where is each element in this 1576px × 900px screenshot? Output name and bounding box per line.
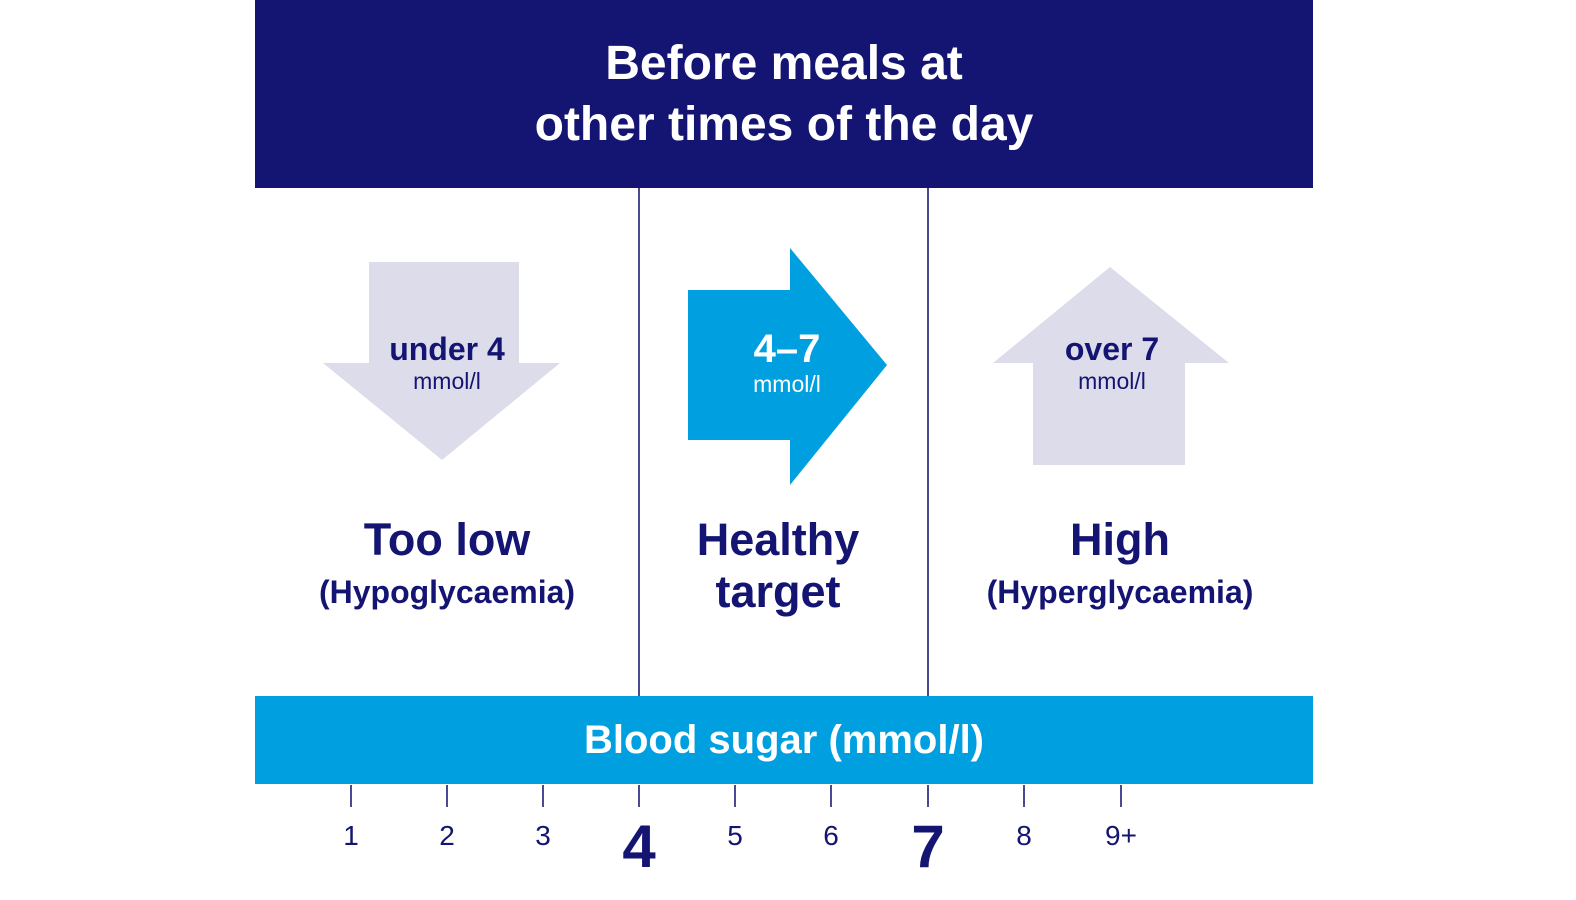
category-title: Too low xyxy=(363,514,531,565)
category-subtitle: target xyxy=(715,566,841,617)
category-subtitle: (Hypoglycaemia) xyxy=(318,574,576,610)
category-subtitle: (Hyperglycaemia) xyxy=(986,574,1254,610)
tick-mark xyxy=(350,785,352,807)
target-range-value: 4–7 xyxy=(753,327,821,371)
tick-mark xyxy=(830,785,832,807)
tick-label: 6 xyxy=(823,820,839,851)
tick-label: 4 xyxy=(622,813,656,880)
scale-bar: Blood sugar (mmol/l) xyxy=(255,696,1313,784)
category-healthy-target: Healthy target xyxy=(613,514,943,618)
tick-label: 5 xyxy=(727,820,743,851)
tick-mark xyxy=(542,785,544,807)
target-range-label: 4–7 mmol/l xyxy=(667,328,907,398)
divider-7 xyxy=(927,188,929,696)
tick-label: 9+ xyxy=(1105,820,1137,851)
tick-mark xyxy=(1120,785,1122,807)
category-too-low: Too low (Hypoglycaemia) xyxy=(282,514,612,618)
high-range-label: over 7 mmol/l xyxy=(992,331,1232,395)
scale-label: Blood sugar (mmol/l) xyxy=(584,717,984,762)
tick-mark xyxy=(446,785,448,807)
tick-mark xyxy=(1023,785,1025,807)
tick-label: 2 xyxy=(439,820,455,851)
header-banner: Before meals at other times of the day xyxy=(255,0,1313,188)
tick-label: 7 xyxy=(911,813,945,880)
low-range-label: under 4 mmol/l xyxy=(327,331,567,395)
tick-mark xyxy=(638,785,640,807)
tick-label: 1 xyxy=(343,820,359,851)
header-title-line2: other times of the day xyxy=(534,98,1034,151)
low-range-value: under 4 xyxy=(389,331,505,367)
arrow-up-icon xyxy=(993,267,1229,465)
tick-label: 3 xyxy=(535,820,551,851)
low-range-unit: mmol/l xyxy=(413,368,481,394)
tick-mark xyxy=(734,785,736,807)
tick-label: 8 xyxy=(1016,820,1032,851)
arrow-right-icon xyxy=(688,248,887,485)
category-title: High xyxy=(1070,514,1170,565)
header-title-line1: Before meals at xyxy=(605,37,963,90)
divider-4 xyxy=(638,188,640,696)
high-range-unit: mmol/l xyxy=(1078,368,1146,394)
category-high: High (Hyperglycaemia) xyxy=(955,514,1285,618)
high-range-value: over 7 xyxy=(1064,331,1160,367)
tick-mark xyxy=(927,785,929,807)
target-range-unit: mmol/l xyxy=(753,371,821,397)
arrow-down-icon xyxy=(323,262,560,460)
category-title: Healthy xyxy=(696,514,860,565)
